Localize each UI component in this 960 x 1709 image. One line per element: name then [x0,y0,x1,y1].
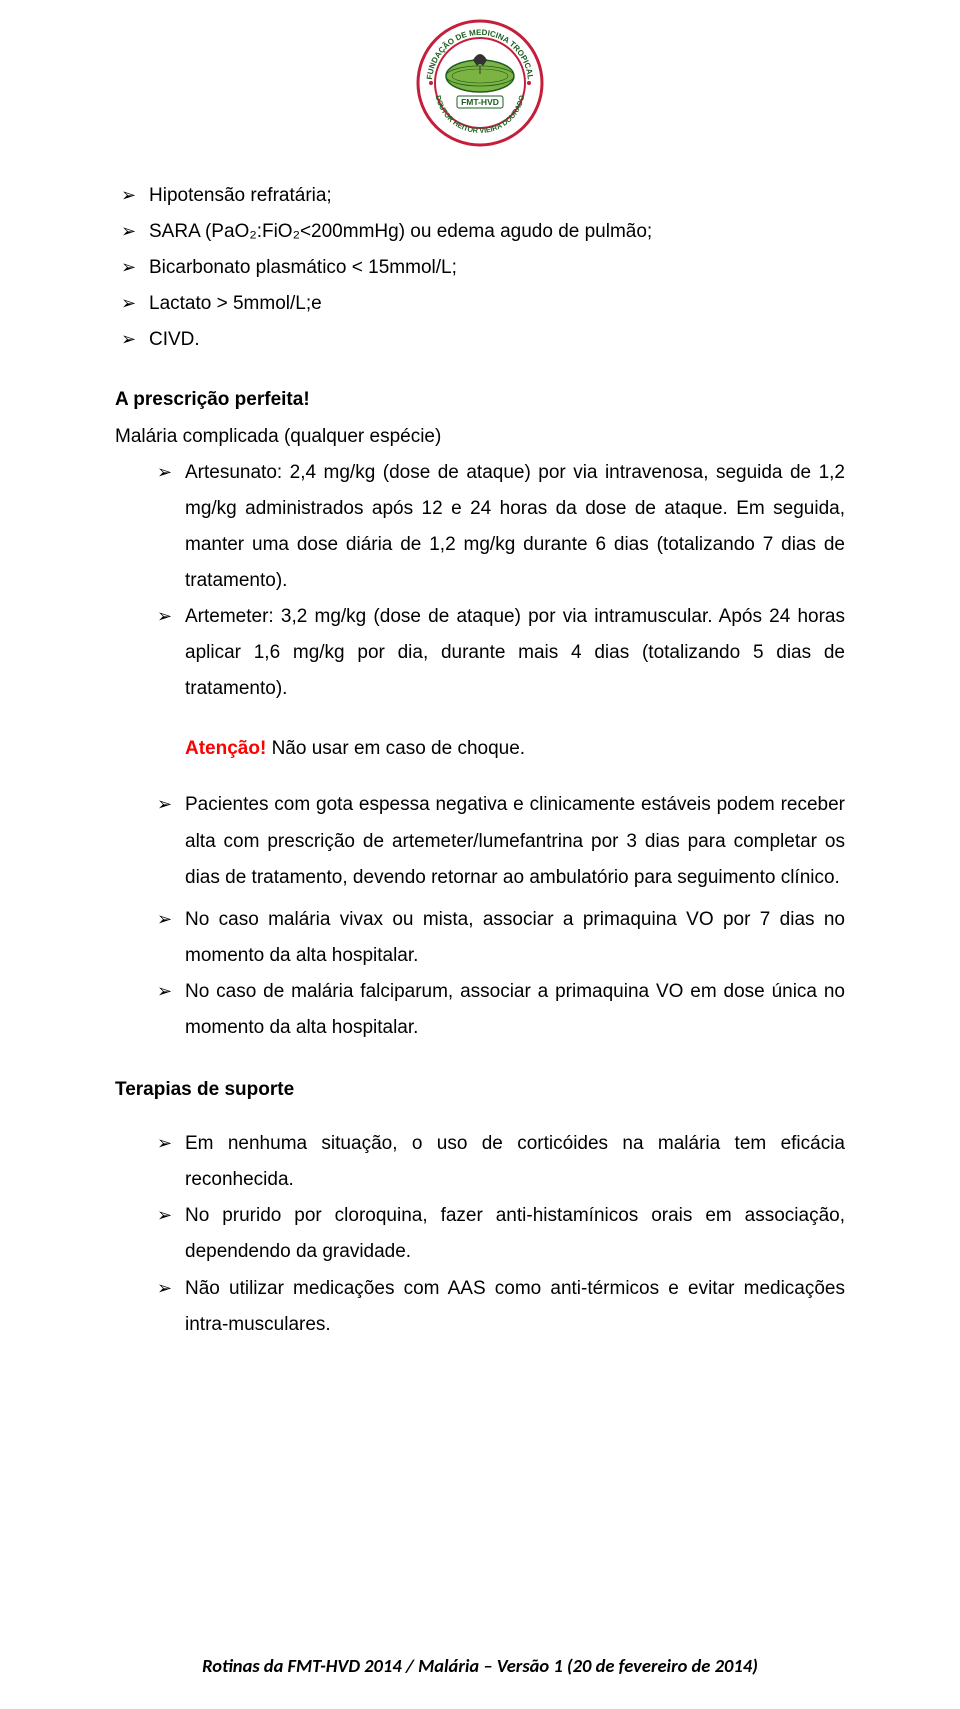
list-item: SARA (PaO₂:FiO₂<200mmHg) ou edema agudo … [115,214,845,250]
institution-logo-icon: FUNDAÇÃO DE MEDICINA TROPICAL DOUTOR HEI… [415,18,545,148]
attention-text: Não usar em caso de choque. [266,738,525,759]
list-item: Bicarbonato plasmático < 15mmol/L; [115,250,845,286]
attention-label: Atenção! [185,738,266,759]
drug-list: Artesunato: 2,4 mg/kg (dose de ataque) p… [151,455,845,708]
therapy-title: Terapias de suporte [115,1072,845,1108]
list-item: Pacientes com gota espessa negativa e cl… [151,787,845,895]
attention-line: Atenção! Não usar em caso de choque. [185,731,845,767]
prescription-subtitle: Malária complicada (qualquer espécie) [115,419,845,455]
list-item: Hipotensão refratária; [115,178,845,214]
list-item: Artesunato: 2,4 mg/kg (dose de ataque) p… [151,455,845,599]
list-item: CIVD. [115,322,845,358]
document-page: FUNDAÇÃO DE MEDICINA TROPICAL DOUTOR HEI… [0,0,960,1343]
list-item: Lactato > 5mmol/L;e [115,286,845,322]
list-item: No caso de malária falciparum, associar … [151,974,845,1046]
prescription-title: A prescrição perfeita! [115,382,845,418]
logo-container: FUNDAÇÃO DE MEDICINA TROPICAL DOUTOR HEI… [115,18,845,148]
criteria-list: Hipotensão refratária; SARA (PaO₂:FiO₂<2… [115,178,845,358]
list-item: Em nenhuma situação, o uso de corticóide… [151,1126,845,1198]
support-therapy-list: Em nenhuma situação, o uso de corticóide… [151,1126,845,1343]
list-item: Não utilizar medicações com AAS como ant… [151,1271,845,1343]
list-item: No prurido por cloroquina, fazer anti-hi… [151,1198,845,1270]
discharge-list: Pacientes com gota espessa negativa e cl… [151,787,845,1046]
svg-text:FMT-HVD: FMT-HVD [461,97,499,107]
page-footer: Rotinas da FMT-HVD 2014 / Malária – Vers… [0,1654,960,1677]
list-item: No caso malária vivax ou mista, associar… [151,902,845,974]
list-item: Artemeter: 3,2 mg/kg (dose de ataque) po… [151,599,845,707]
